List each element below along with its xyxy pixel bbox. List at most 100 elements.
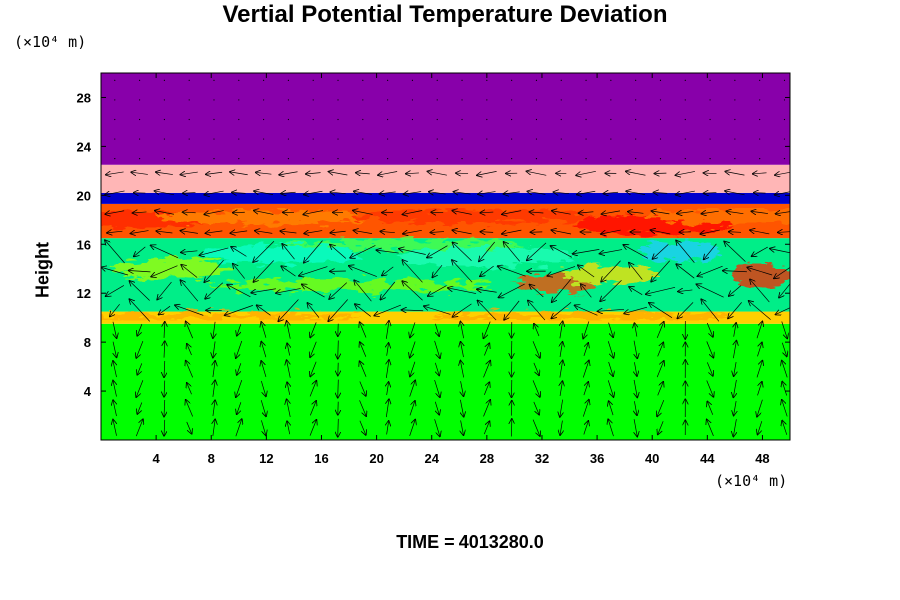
vector-dot-439	[337, 118, 339, 121]
vector-dot-453	[411, 138, 414, 140]
vector-arrow-53	[183, 212, 196, 213]
vector-arrow-173	[410, 322, 416, 337]
vector-dot-505	[659, 99, 662, 101]
vector-arrow-174	[402, 310, 424, 311]
vector-dot-477	[535, 158, 538, 160]
vector-arrow-315	[646, 286, 676, 294]
vector-arrow-343	[697, 284, 724, 298]
vector-arrow-155	[386, 399, 389, 418]
vector-dot-408	[188, 138, 190, 140]
vector-arrow-351	[734, 400, 736, 415]
vector-arrow-345	[704, 243, 717, 259]
vector-arrow-85	[260, 400, 266, 416]
vector-arrow-95	[254, 211, 274, 215]
vector-arrow-386	[774, 267, 790, 278]
vector-dot-499	[635, 118, 637, 121]
vector-arrow-289	[600, 249, 623, 254]
vector-arrow-211	[483, 400, 491, 417]
vector-dot-470	[486, 99, 488, 101]
vector-dot-462	[461, 158, 463, 160]
vector-arrow-39	[155, 211, 174, 215]
vector-dot-433	[312, 138, 314, 140]
vector-arrow-370	[749, 301, 771, 320]
vector-arrow-271	[583, 321, 590, 338]
vector-dot-479	[535, 118, 538, 121]
vector-arrow-364	[758, 421, 763, 434]
vector-arrow-252	[560, 420, 562, 435]
vector-arrow-365	[757, 399, 763, 417]
vector-arrow-167	[378, 171, 398, 176]
vector-arrow-100	[287, 382, 290, 395]
vector-arrow-223	[477, 171, 497, 175]
vector-field	[102, 79, 790, 437]
plot-frame	[100, 72, 791, 441]
vector-arrow-24	[131, 231, 149, 234]
vector-arrow-10	[107, 231, 123, 233]
vector-arrow-136	[330, 231, 346, 233]
vector-arrow-192	[430, 232, 445, 233]
y-tick-label-28: 28	[77, 90, 91, 105]
vector-dot-522	[759, 158, 761, 160]
vector-arrow-334	[676, 190, 695, 195]
vector-arrow-381	[782, 361, 788, 378]
vector-dot-450	[387, 99, 389, 101]
vector-arrow-357	[729, 285, 742, 296]
vector-dot-421	[238, 79, 240, 81]
vector-dot-511	[684, 79, 686, 81]
vector-arrow-360	[729, 232, 742, 233]
vector-arrow-171	[410, 361, 416, 377]
vector-arrow-270	[583, 343, 588, 356]
vector-dot-441	[337, 79, 339, 81]
vector-dot-425	[263, 99, 265, 101]
vector-arrow-6	[110, 303, 120, 316]
vector-arrow-277	[579, 212, 594, 213]
vector-arrow-176	[402, 260, 423, 283]
vector-dot-526	[759, 79, 761, 81]
texture-blob-14	[396, 246, 577, 267]
vector-arrow-309	[657, 399, 665, 416]
vector-arrow-82	[232, 192, 246, 193]
vector-arrow-25	[133, 212, 147, 213]
vector-arrow-389	[776, 211, 790, 214]
vector-dot-455	[411, 99, 414, 101]
vector-arrow-27	[131, 172, 148, 174]
vector-dot-428	[287, 138, 290, 140]
vector-arrow-374	[750, 230, 770, 235]
vector-arrow-257	[560, 322, 563, 339]
vector-arrow-269	[582, 361, 589, 378]
vector-arrow-29	[164, 399, 165, 416]
vector-dot-397	[138, 158, 141, 160]
vector-arrow-208	[454, 192, 471, 194]
vector-arrow-272	[575, 305, 598, 316]
vector-arrow-34	[159, 305, 171, 314]
vector-dot-518	[734, 138, 736, 140]
vector-dot-392	[114, 158, 116, 160]
vector-arrow-378	[782, 421, 788, 435]
vector-dot-436	[312, 79, 314, 81]
vector-arrow-46	[187, 344, 192, 356]
vector-arrow-219	[479, 241, 495, 261]
vector-dot-409	[188, 118, 190, 121]
vector-arrow-210	[483, 421, 489, 435]
vector-dot-430	[287, 99, 290, 101]
vector-arrow-118	[307, 303, 320, 318]
vector-dot-507	[684, 158, 686, 160]
vector-arrow-17	[137, 363, 143, 374]
vector-dot-489	[585, 118, 587, 121]
vector-arrow-44	[187, 383, 192, 395]
vector-arrow-320	[654, 192, 668, 193]
vector-arrow-122	[304, 231, 323, 234]
vector-arrow-71	[237, 402, 242, 414]
vector-dot-431	[287, 79, 290, 81]
vector-arrow-274	[578, 265, 595, 278]
vector-arrow-76	[225, 305, 253, 315]
vector-dot-393	[114, 138, 116, 140]
vector-arrow-194	[429, 192, 446, 194]
vector-dot-525	[759, 99, 761, 101]
vector-dot-446	[362, 79, 364, 81]
vector-arrow-299	[634, 323, 636, 337]
vector-dot-516	[709, 79, 711, 81]
vector-dot-466	[461, 79, 463, 81]
vector-arrow-350	[733, 419, 736, 436]
vector-arrow-273	[581, 284, 592, 298]
